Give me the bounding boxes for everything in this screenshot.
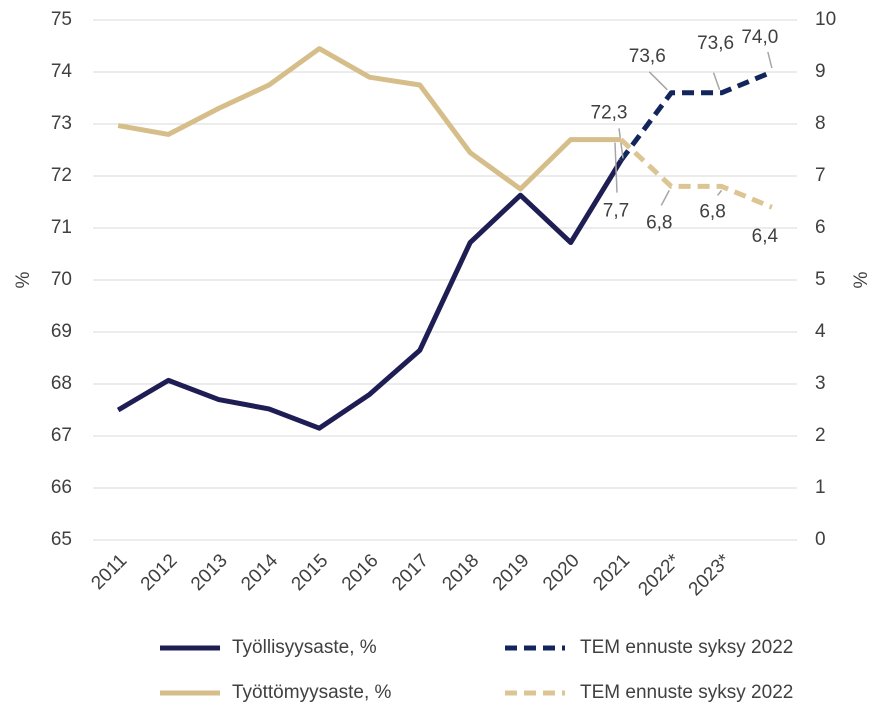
y2-tick-label: 5 — [815, 269, 826, 290]
y2-tick-label: 4 — [815, 321, 826, 342]
data-label: 73,6 — [697, 33, 734, 54]
series-line — [618, 69, 773, 162]
x-tick-label: 2022* — [634, 550, 684, 600]
x-tick-label: 2011 — [87, 550, 131, 594]
x-tick-label: 2013 — [187, 550, 232, 595]
legend-label: TEM ennuste syksy 2022 — [580, 637, 793, 658]
x-tick-label: 2015 — [288, 550, 333, 595]
data-label: 6,4 — [752, 226, 779, 247]
series-line — [117, 46, 621, 192]
y-tick-label: 70 — [51, 269, 72, 290]
data-label: 7,7 — [603, 201, 629, 222]
x-tick-label: 2020 — [539, 550, 584, 595]
y-tick-label: 67 — [51, 425, 72, 446]
y-tick-label: 75 — [51, 9, 72, 30]
y2-tick-label: 6 — [815, 217, 826, 238]
data-label: 6,8 — [646, 212, 672, 233]
y2-tick-label: 1 — [815, 477, 826, 498]
x-tick-label: 2019 — [489, 550, 534, 595]
y-tick-label: 74 — [51, 61, 73, 82]
x-tick-label: 2014 — [237, 550, 282, 595]
legend-label: TEM ennuste syksy 2022 — [580, 682, 793, 703]
y2-tick-label: 0 — [815, 529, 826, 550]
data-label: 73,6 — [629, 46, 666, 67]
legend-label: Työllisyysaste, % — [232, 637, 377, 658]
x-tick-label: 2023* — [685, 550, 735, 600]
y-tick-label: 66 — [51, 477, 72, 498]
y-axis-label: % — [13, 271, 34, 288]
leader-line — [767, 51, 773, 69]
y2-tick-label: 2 — [815, 425, 826, 446]
y-tick-label: 72 — [51, 165, 72, 186]
x-tick-label: 2017 — [388, 550, 433, 595]
y2-tick-label: 7 — [815, 165, 826, 186]
leader-line — [660, 190, 670, 206]
series-line — [116, 159, 624, 431]
y2-tick-label: 3 — [815, 373, 826, 394]
y-tick-label: 69 — [51, 321, 72, 342]
y2-axis-label: % — [851, 271, 872, 288]
leader-line — [614, 142, 618, 193]
leader-line — [618, 128, 624, 159]
x-tick-label: 2012 — [137, 550, 182, 595]
data-label: 72,3 — [591, 102, 628, 123]
leader-line — [716, 189, 723, 196]
y-tick-label: 68 — [51, 373, 72, 394]
series-line — [619, 137, 773, 210]
data-label: 6,8 — [699, 201, 725, 222]
leader-line — [648, 71, 668, 91]
y-tick-label: 65 — [51, 529, 72, 550]
legend-label: Työttömyysaste, % — [232, 682, 392, 703]
x-tick-label: 2016 — [338, 550, 383, 595]
x-tick-label: 2018 — [438, 550, 483, 595]
y2-tick-label: 10 — [815, 9, 836, 30]
y-tick-label: 71 — [51, 217, 72, 238]
x-tick-label: 2021 — [589, 550, 634, 595]
data-label: 74,0 — [741, 27, 778, 48]
y-tick-label: 73 — [51, 113, 72, 134]
leader-line — [712, 72, 721, 91]
y2-tick-label: 8 — [815, 113, 826, 134]
y2-tick-label: 9 — [815, 61, 826, 82]
